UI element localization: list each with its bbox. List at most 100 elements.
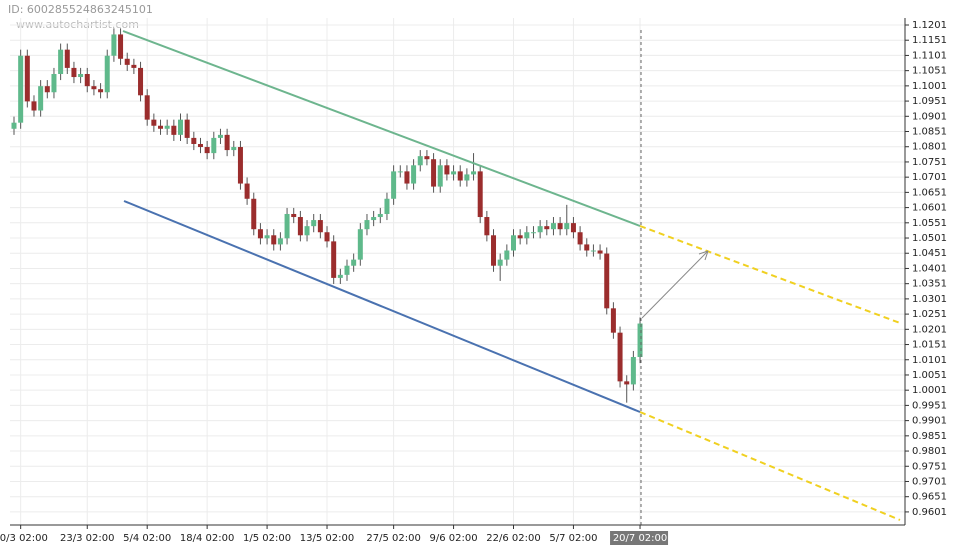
y-tick-label: 1.0301 bbox=[912, 294, 947, 305]
candle-body bbox=[597, 250, 603, 254]
candle-body bbox=[178, 119, 183, 135]
candle-body bbox=[364, 220, 370, 230]
candle-body bbox=[444, 165, 450, 175]
candle-body bbox=[404, 171, 410, 184]
candle-body bbox=[517, 235, 523, 239]
candle-body bbox=[504, 250, 510, 260]
y-tick-label: 1.0901 bbox=[912, 111, 947, 122]
y-tick-label: 0.9751 bbox=[912, 461, 947, 472]
candle-body bbox=[317, 220, 323, 233]
candle-body bbox=[437, 165, 443, 187]
y-tick-label: 1.0051 bbox=[912, 370, 947, 381]
candle-body bbox=[351, 259, 357, 266]
candle-body bbox=[331, 241, 337, 278]
y-tick-label: 1.0601 bbox=[912, 203, 947, 214]
y-tick-label: 1.1051 bbox=[912, 66, 947, 77]
x-tick-label: 5/4 02:00 bbox=[123, 533, 171, 544]
y-tick-label: 1.0851 bbox=[912, 127, 947, 138]
candle-body bbox=[98, 89, 104, 93]
x-tick-label: 22/6 02:00 bbox=[486, 533, 540, 544]
x-tick-label: 9/6 02:00 bbox=[430, 533, 478, 544]
candle-body bbox=[550, 223, 556, 230]
candle-body bbox=[537, 226, 543, 233]
y-tick-label: 1.0551 bbox=[912, 218, 947, 229]
candle-body bbox=[304, 226, 310, 236]
x-label-highlight bbox=[610, 531, 669, 545]
candle-body bbox=[511, 235, 516, 251]
y-tick-label: 1.1151 bbox=[912, 35, 947, 46]
candle-body bbox=[617, 332, 623, 382]
x-tick-label: 27/5 02:00 bbox=[366, 533, 420, 544]
y-tick-label: 0.9851 bbox=[912, 431, 947, 442]
y-tick-label: 1.0201 bbox=[912, 324, 947, 335]
y-tick-label: 1.1201 bbox=[912, 20, 947, 31]
candle-body bbox=[251, 198, 257, 230]
candle-body bbox=[131, 64, 137, 68]
candle-body bbox=[257, 229, 263, 239]
candle-body bbox=[231, 147, 237, 151]
candle-body bbox=[44, 86, 50, 93]
candle-body bbox=[557, 223, 563, 230]
candle-body bbox=[58, 49, 64, 74]
candle-body bbox=[197, 143, 203, 148]
candle-body bbox=[417, 156, 423, 166]
candle-body bbox=[464, 174, 470, 181]
y-tick-label: 0.9901 bbox=[912, 416, 947, 427]
candle-body bbox=[451, 171, 457, 175]
resistance-line bbox=[122, 30, 641, 227]
arrow-head bbox=[698, 250, 709, 261]
candle-body bbox=[38, 86, 44, 111]
y-tick-label: 1.0351 bbox=[912, 279, 947, 290]
candle-body bbox=[471, 171, 477, 175]
candle-body bbox=[277, 238, 283, 245]
y-tick-label: 0.9801 bbox=[912, 446, 947, 457]
candle-body bbox=[284, 213, 290, 239]
candle-body bbox=[111, 34, 117, 56]
candle-body bbox=[457, 171, 463, 181]
support-line bbox=[123, 200, 641, 413]
candle-body bbox=[411, 165, 417, 184]
candle-body bbox=[577, 232, 583, 245]
candle-body bbox=[497, 259, 503, 266]
y-tick-label: 1.0401 bbox=[912, 263, 947, 274]
candle-body bbox=[637, 323, 643, 358]
x-tick-label: 10/3 02:00 bbox=[0, 533, 48, 544]
candle-body bbox=[18, 55, 24, 123]
candle-body bbox=[630, 357, 636, 385]
y-tick-label: 1.0151 bbox=[912, 340, 947, 351]
y-tick-label: 1.0101 bbox=[912, 355, 947, 366]
candle-body bbox=[324, 232, 330, 242]
candle-body bbox=[610, 308, 616, 333]
candle-body bbox=[171, 125, 177, 135]
candle-body bbox=[424, 156, 430, 160]
candle-body bbox=[624, 381, 630, 385]
x-tick-label: 5/7 02:00 bbox=[549, 533, 597, 544]
candle-body bbox=[544, 226, 550, 230]
y-tick-label: 1.0801 bbox=[912, 142, 947, 153]
candle-body bbox=[377, 213, 383, 218]
candle-body bbox=[344, 265, 350, 275]
candle-body bbox=[104, 55, 110, 93]
candle-body bbox=[391, 171, 397, 199]
y-tick-label: 0.9651 bbox=[912, 492, 947, 503]
candle-body bbox=[311, 220, 317, 227]
candle-body bbox=[51, 73, 57, 93]
candle-body bbox=[477, 171, 483, 218]
candle-body bbox=[144, 95, 150, 120]
candle-body bbox=[564, 223, 570, 230]
candle-body bbox=[371, 217, 377, 221]
candle-body bbox=[431, 159, 437, 187]
y-tick-label: 1.0251 bbox=[912, 309, 947, 320]
grid bbox=[10, 18, 905, 525]
candles bbox=[11, 28, 643, 403]
y-tick-label: 1.1001 bbox=[912, 81, 947, 92]
candle-body bbox=[151, 119, 157, 126]
candle-body bbox=[604, 253, 610, 309]
y-tick-label: 0.9951 bbox=[912, 400, 947, 411]
candle-body bbox=[357, 229, 363, 260]
x-tick-label: 20/7 02:00 bbox=[613, 533, 667, 544]
candle-body bbox=[484, 217, 490, 236]
pattern bbox=[122, 30, 901, 525]
candle-body bbox=[584, 244, 590, 251]
